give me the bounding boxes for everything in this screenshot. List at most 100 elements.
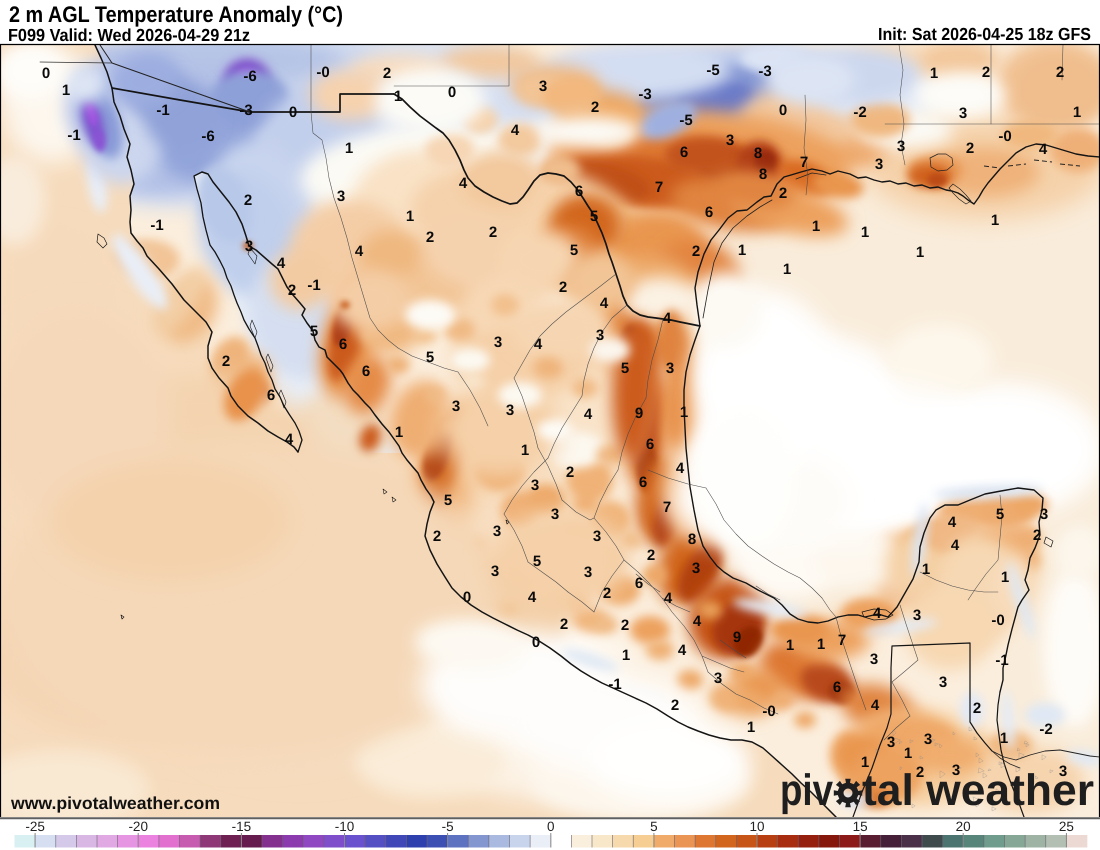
- svg-text:2: 2: [288, 282, 296, 299]
- svg-text:5: 5: [444, 492, 452, 509]
- svg-text:5: 5: [570, 242, 578, 259]
- svg-text:3: 3: [539, 78, 547, 95]
- svg-text:1: 1: [406, 208, 414, 225]
- svg-text:5: 5: [533, 553, 541, 570]
- svg-text:-6: -6: [201, 128, 214, 145]
- svg-text:1: 1: [1073, 104, 1081, 121]
- svg-text:3: 3: [1040, 506, 1048, 523]
- svg-text:0: 0: [289, 104, 297, 121]
- svg-text:2: 2: [489, 224, 497, 241]
- svg-text:3: 3: [870, 651, 878, 668]
- svg-text:4: 4: [948, 514, 957, 531]
- svg-text:7: 7: [800, 154, 808, 171]
- svg-text:-2: -2: [1039, 721, 1052, 738]
- svg-text:3: 3: [506, 402, 514, 419]
- svg-text:4: 4: [678, 642, 687, 659]
- svg-text:0: 0: [448, 84, 456, 101]
- svg-text:3: 3: [913, 607, 921, 624]
- svg-text:8: 8: [754, 145, 762, 162]
- svg-text:4: 4: [355, 243, 364, 260]
- svg-text:1: 1: [394, 88, 402, 105]
- svg-text:5: 5: [650, 819, 658, 834]
- svg-text:6: 6: [680, 144, 688, 161]
- svg-text:4: 4: [676, 460, 685, 477]
- svg-text:2: 2: [621, 617, 629, 634]
- svg-text:3: 3: [493, 523, 501, 540]
- svg-text:4: 4: [693, 613, 702, 630]
- svg-text:-3: -3: [638, 86, 651, 103]
- svg-text:1: 1: [817, 636, 825, 653]
- svg-text:1: 1: [62, 82, 70, 99]
- svg-text:2: 2: [591, 99, 599, 116]
- svg-text:2: 2: [916, 764, 924, 781]
- svg-text:-2: -2: [853, 104, 866, 121]
- svg-text:2: 2: [222, 353, 230, 370]
- svg-text:8: 8: [688, 531, 696, 548]
- svg-text:piv: piv: [780, 766, 833, 815]
- svg-text:1: 1: [861, 224, 869, 241]
- svg-text:9: 9: [635, 405, 643, 422]
- svg-text:1: 1: [345, 140, 353, 157]
- svg-text:6: 6: [635, 575, 643, 592]
- svg-text:-25: -25: [25, 819, 45, 834]
- svg-text:1: 1: [916, 244, 924, 261]
- svg-text:4: 4: [1039, 141, 1048, 158]
- svg-text:4: 4: [600, 295, 609, 312]
- svg-text:4: 4: [285, 431, 294, 448]
- svg-text:-1: -1: [150, 217, 163, 234]
- svg-text:6: 6: [339, 336, 347, 353]
- svg-text:4: 4: [951, 537, 960, 554]
- svg-text:0: 0: [463, 589, 471, 606]
- svg-text:4: 4: [871, 697, 880, 714]
- svg-text:3: 3: [337, 188, 345, 205]
- svg-text:3: 3: [887, 734, 895, 751]
- svg-text:3: 3: [452, 398, 460, 415]
- svg-text:2: 2: [426, 229, 434, 246]
- svg-text:4: 4: [663, 310, 672, 327]
- svg-text:2: 2: [647, 547, 655, 564]
- svg-text:25: 25: [1059, 819, 1074, 834]
- svg-text:5: 5: [590, 208, 598, 225]
- svg-text:3: 3: [875, 156, 883, 173]
- svg-text:2: 2: [1033, 527, 1041, 544]
- svg-text:-3: -3: [239, 102, 252, 119]
- svg-text:2: 2: [973, 700, 981, 717]
- svg-text:2 m AGL Temperature Anomaly (°: 2 m AGL Temperature Anomaly (°C): [9, 2, 343, 27]
- svg-text:2: 2: [566, 464, 574, 481]
- svg-text:6: 6: [705, 204, 713, 221]
- svg-text:6: 6: [267, 387, 275, 404]
- svg-text:-0: -0: [762, 703, 775, 720]
- svg-text:0: 0: [547, 819, 555, 834]
- svg-text:-1: -1: [995, 652, 1008, 669]
- svg-text:4: 4: [873, 605, 882, 622]
- svg-text:3: 3: [596, 327, 604, 344]
- svg-text:-5: -5: [706, 62, 719, 79]
- svg-text:2: 2: [559, 279, 567, 296]
- svg-text:1: 1: [738, 242, 746, 259]
- svg-text:3: 3: [666, 360, 674, 377]
- svg-text:2: 2: [1056, 64, 1064, 81]
- svg-text:1: 1: [1000, 730, 1008, 747]
- svg-text:3: 3: [593, 528, 601, 545]
- svg-text:2: 2: [244, 192, 252, 209]
- svg-text:1: 1: [861, 754, 869, 771]
- svg-text:-6: -6: [243, 68, 256, 85]
- svg-text:5: 5: [310, 323, 318, 340]
- svg-text:0: 0: [42, 65, 50, 82]
- svg-text:3: 3: [245, 238, 253, 255]
- svg-text:2: 2: [966, 140, 974, 157]
- svg-text:0: 0: [779, 102, 787, 119]
- svg-text:3: 3: [726, 132, 734, 149]
- svg-text:4: 4: [584, 406, 593, 423]
- svg-text:4: 4: [664, 590, 673, 607]
- svg-text:3: 3: [1059, 763, 1067, 780]
- svg-text:F099 Valid: Wed 2026-04-29 21z: F099 Valid: Wed 2026-04-29 21z: [8, 25, 250, 45]
- svg-text:-20: -20: [128, 819, 148, 834]
- svg-text:4: 4: [459, 175, 468, 192]
- svg-text:5: 5: [996, 506, 1004, 523]
- svg-text:1: 1: [786, 637, 794, 654]
- svg-text:-1: -1: [307, 277, 320, 294]
- svg-text:-5: -5: [442, 819, 454, 834]
- svg-text:3: 3: [692, 560, 700, 577]
- svg-text:3: 3: [714, 670, 722, 687]
